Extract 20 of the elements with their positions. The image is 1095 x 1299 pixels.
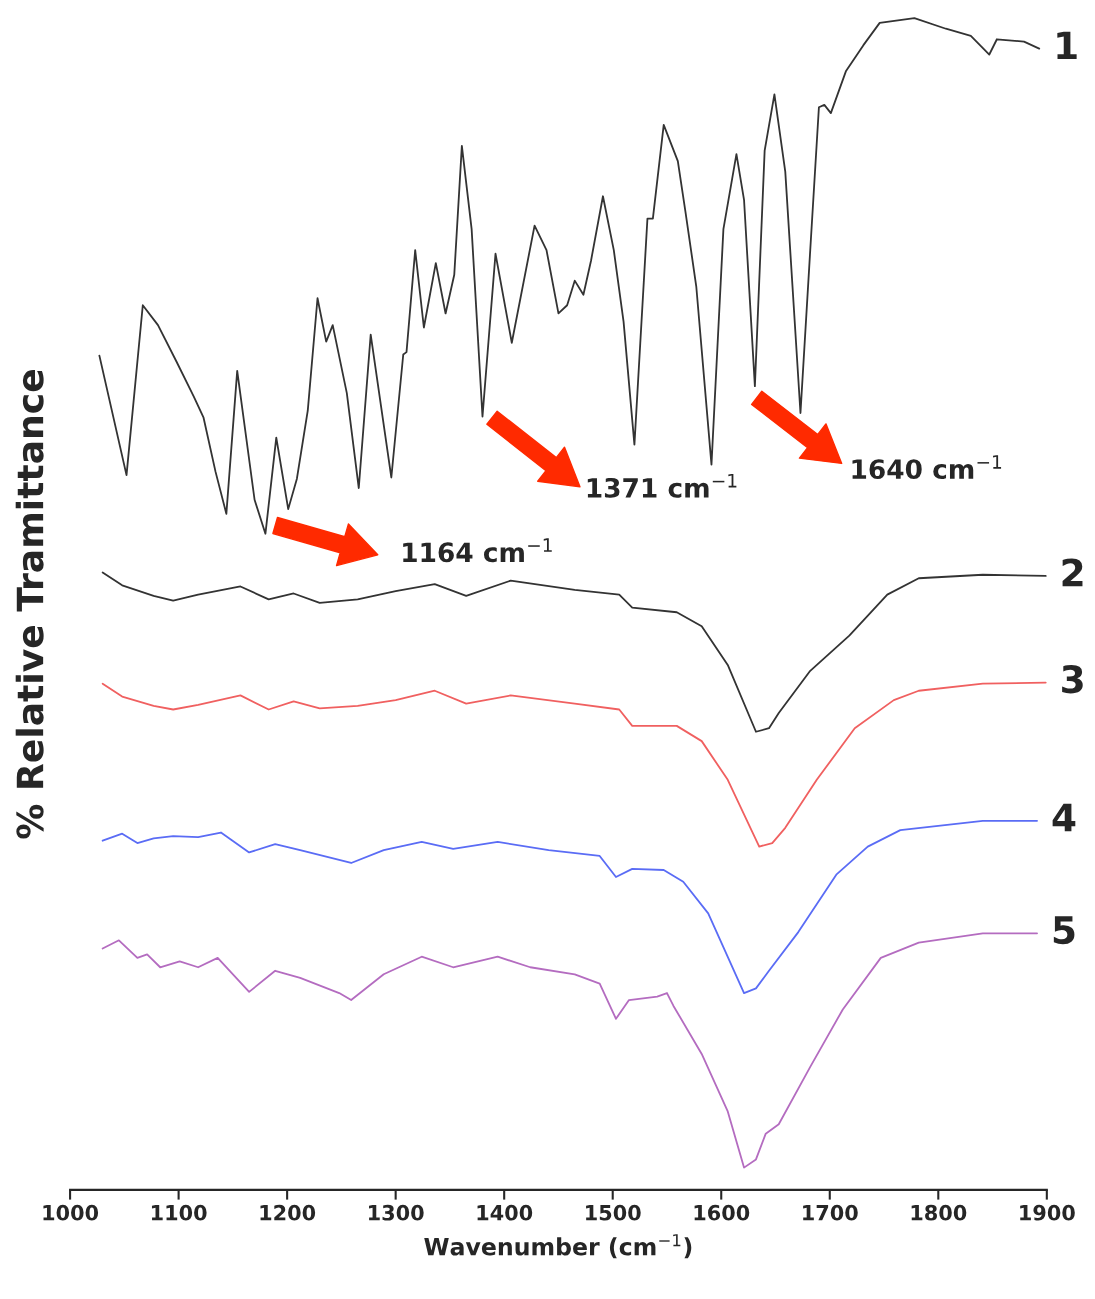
y-axis-title: % Relative Tramittance [15,370,44,839]
x-tick-label: 1700 [803,1204,858,1221]
series-label: 2 [1062,558,1083,587]
annotation: 1640 cm$^{−1}$ [852,455,1002,480]
x-tick-label: 1400 [477,1204,533,1221]
series-label: 3 [1062,665,1083,694]
annotation: 1164 cm$^{−1}$ [403,538,552,563]
x-tick-label: 1500 [586,1204,641,1221]
x-tick-label: 1200 [260,1204,316,1221]
x-tick-label: 1600 [694,1204,750,1221]
series-label: 1 [1057,31,1077,59]
x-axis-title: Wavenumber (cm$^{−1}$) [424,1234,692,1259]
series-label: 4 [1052,803,1076,832]
x-tick-label: 1800 [911,1204,967,1221]
annotation: 1371 cm$^{−1}$ [587,473,737,498]
x-tick-label: 1900 [1020,1204,1075,1221]
series-label: 5 [1053,916,1075,945]
x-tick-label: 1100 [151,1204,207,1221]
x-tick-label: 1000 [43,1204,99,1221]
x-tick-label: 1300 [369,1204,424,1221]
